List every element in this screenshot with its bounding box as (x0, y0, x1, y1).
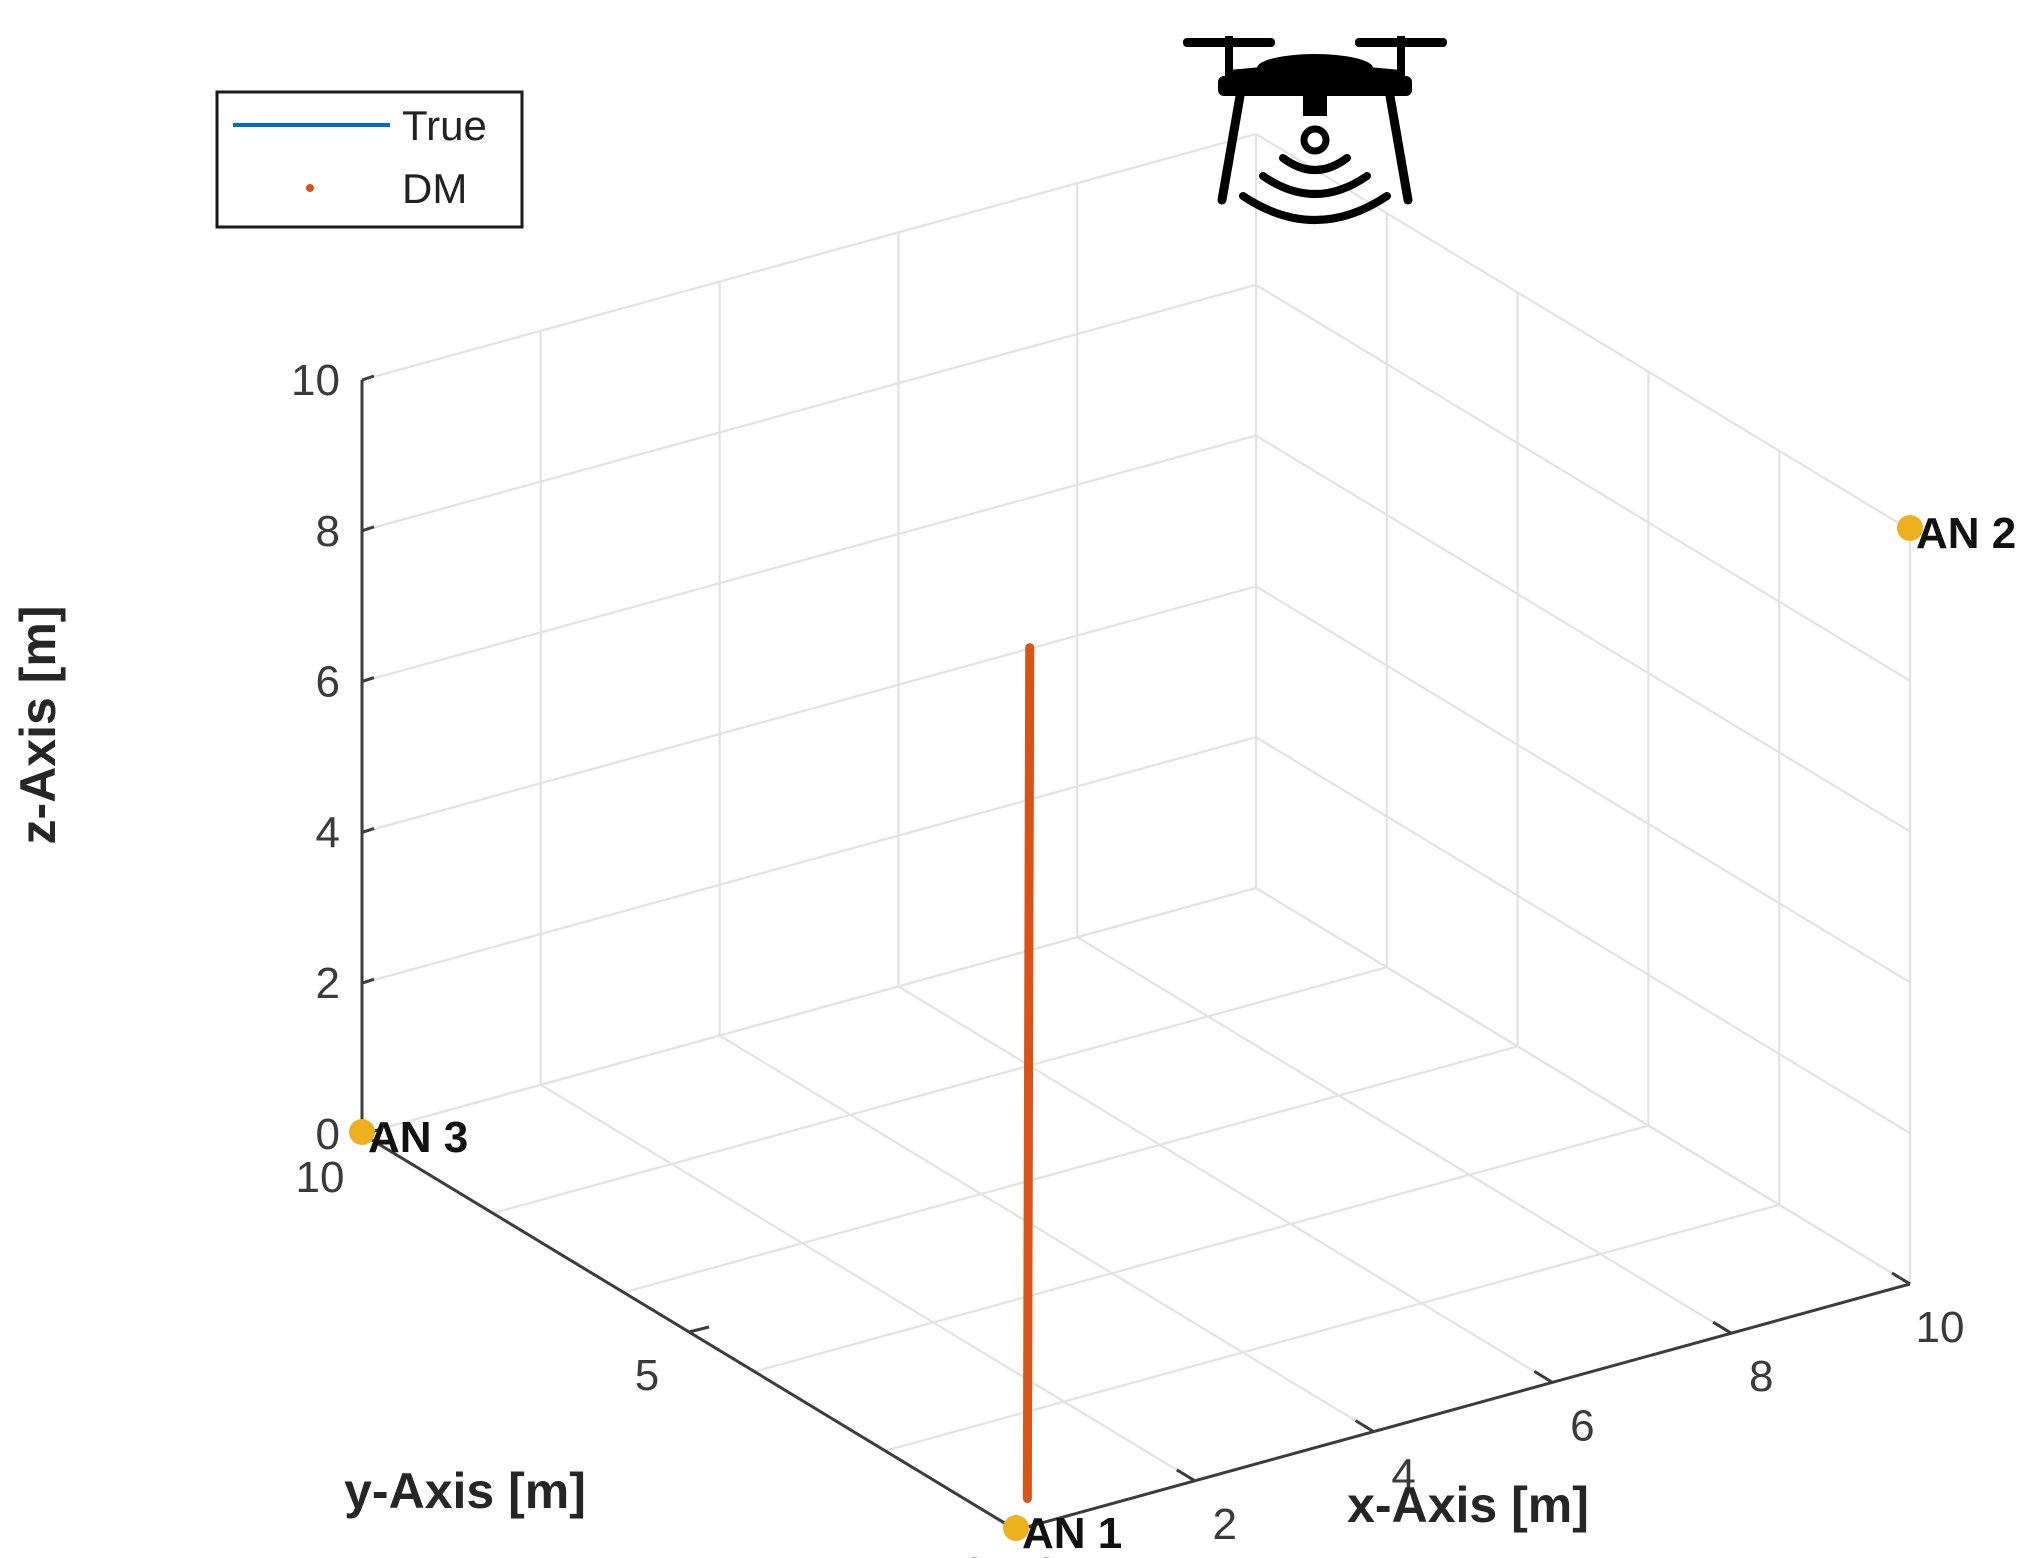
y-tick (688, 1325, 710, 1334)
legend-box (215, 90, 524, 229)
x-tick (1533, 1370, 1554, 1384)
back-wall-grid-line (1255, 133, 1911, 531)
y-tick-label: 5 (635, 1351, 659, 1400)
anchor-label: AN 3 (368, 1113, 468, 1162)
z-tick (361, 374, 375, 382)
x-tick-label: 2 (1213, 1500, 1237, 1549)
legend-true-label: True (402, 102, 487, 149)
floor-grid-line (719, 1034, 1375, 1433)
x-tick (1712, 1320, 1732, 1335)
y-tick-label: 0 (962, 1549, 986, 1558)
legend: True DM (215, 90, 524, 229)
label-layer: 024681005100246810AN 1AN 2AN 3 (291, 356, 2016, 1558)
z-tick-label: 4 (316, 808, 340, 857)
side-wall-grid-line (361, 434, 1257, 683)
x-tick-label: 8 (1749, 1352, 1773, 1401)
z-axis-title: z-Axis [m] (10, 606, 66, 845)
side-wall-grid-line (361, 736, 1257, 985)
data-layer (349, 515, 1923, 1541)
z-tick-label: 10 (291, 356, 340, 405)
z-tick (361, 826, 375, 834)
floor-grid-line (623, 1045, 1518, 1294)
side-wall-grid-line (361, 886, 1257, 1136)
x-tick-label: 10 (1916, 1303, 1965, 1352)
z-tick (361, 525, 375, 533)
dm-trajectory-line (1022, 643, 1035, 1503)
anchor-label: AN 1 (1022, 1509, 1122, 1558)
back-wall-grid-line (1255, 887, 1911, 1285)
legend-dm-label: DM (402, 165, 467, 212)
x-axis-title: x-Axis [m] (1347, 1477, 1589, 1533)
back-wall-grid-line (1255, 434, 1911, 833)
x-tick-label: 0 (1034, 1549, 1058, 1558)
z-tick (361, 676, 375, 684)
x-axis-line (1015, 1282, 1911, 1532)
side-wall-grid-line (361, 283, 1257, 532)
side-wall-grid-line (361, 132, 1257, 382)
floor-grid-line (884, 1203, 1780, 1452)
legend-dm-swatch (306, 184, 314, 192)
axis-layer (360, 374, 1911, 1532)
floor-grid-line (754, 1124, 1649, 1373)
x-tick (1354, 1419, 1375, 1433)
z-tick-label: 2 (316, 959, 340, 1008)
x-tick (1176, 1468, 1196, 1483)
grid-layer (360, 132, 1912, 1532)
x-tick (1891, 1271, 1911, 1286)
back-wall-grid-line (1255, 283, 1911, 682)
x-tick-label: 6 (1570, 1401, 1594, 1450)
y-axis-title: y-Axis [m] (344, 1463, 586, 1519)
z-tick-label: 6 (316, 658, 340, 707)
back-wall-grid-line (1255, 736, 1911, 1135)
floor-grid-line (1076, 936, 1732, 1335)
anchor-point (349, 1119, 375, 1145)
z-tick-label: 8 (316, 507, 340, 556)
anchor-point (1003, 1515, 1029, 1541)
y-tick-label: 10 (296, 1153, 345, 1202)
anchor-label: AN 2 (1916, 509, 2016, 558)
floor-grid-line (540, 1083, 1196, 1482)
anchor-point (1897, 515, 1923, 541)
side-wall-grid-line (361, 585, 1257, 834)
x-tick-label: 4 (1391, 1451, 1415, 1500)
drone-icon (1183, 36, 1447, 224)
back-wall-grid-line (1255, 585, 1911, 984)
z-tick-label: 0 (316, 1110, 340, 1159)
floor-grid-line (897, 985, 1553, 1384)
floor-grid-line (492, 966, 1388, 1215)
z-tick (361, 977, 375, 985)
